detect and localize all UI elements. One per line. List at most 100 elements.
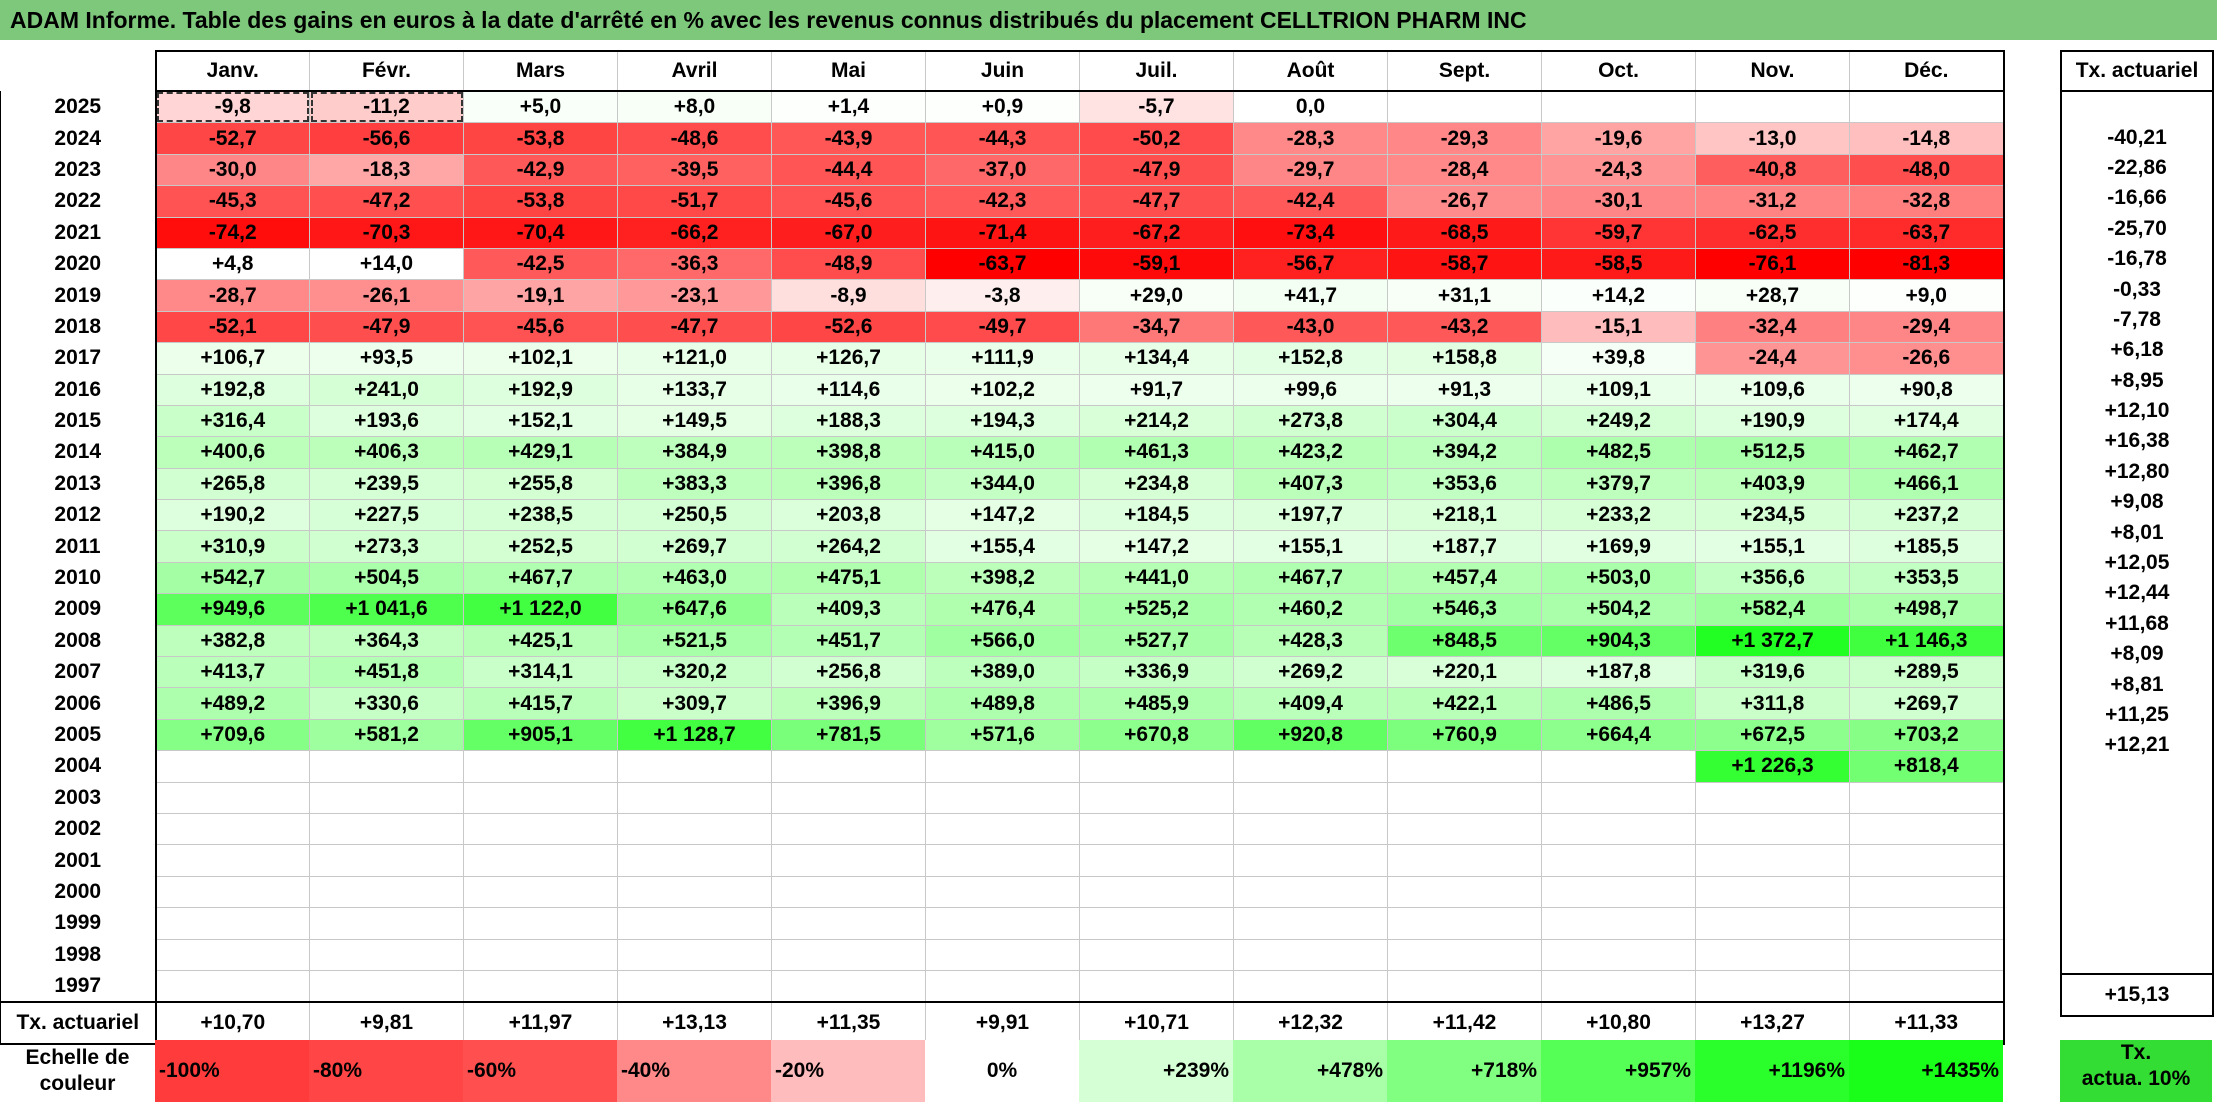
annual-rate-cell: +12,21	[2060, 730, 2214, 761]
gain-cell: +310,9	[154, 530, 310, 563]
annual-rate-row: +11,25	[2060, 699, 2214, 731]
gain-cell	[1387, 938, 1542, 971]
table-row: 2008 +382,8 +364,3 +425,1 +521,5 +451,7 +566,0…	[0, 624, 2005, 658]
gain-cell: -34,7	[1079, 310, 1234, 344]
gain-cell: +14,2	[1541, 279, 1696, 312]
report-title: ADAM Informe. Table des gains en euros à…	[0, 0, 2217, 40]
gain-cell: +265,8	[154, 467, 310, 501]
annual-rate-row	[2060, 912, 2214, 943]
gain-cell: +188,3	[771, 404, 926, 438]
gain-cell: +460,2	[1233, 593, 1388, 626]
gain-cell: +152,1	[463, 404, 618, 438]
gain-cell: -8,9	[771, 279, 926, 312]
gain-cell: -13,0	[1695, 122, 1850, 155]
gain-cell: +344,0	[925, 467, 1080, 501]
gain-cell: -19,1	[463, 279, 618, 312]
gain-cell: +383,3	[617, 467, 772, 501]
color-scale-label-line2: couleur	[39, 1072, 116, 1095]
gain-cell: +106,7	[154, 342, 310, 375]
month-header: Févr.	[309, 50, 464, 92]
month-header: Août	[1233, 50, 1388, 92]
gain-cell	[309, 875, 464, 909]
year-label: 2007	[0, 656, 156, 688]
gain-cell: +457,4	[1387, 561, 1542, 595]
gain-cell: -43,2	[1387, 310, 1542, 344]
gain-cell: +760,9	[1387, 718, 1542, 752]
gain-cell: +904,3	[1541, 624, 1696, 658]
month-header: Oct.	[1541, 50, 1696, 92]
gain-cell: +482,5	[1541, 436, 1696, 469]
gain-cell	[925, 844, 1080, 877]
annual-rate-cell: +11,25	[2060, 699, 2214, 731]
gain-cell: +111,9	[925, 342, 1080, 375]
gain-cell: +415,0	[925, 436, 1080, 469]
year-label: 2001	[0, 844, 156, 877]
gain-cell	[1387, 750, 1542, 783]
gain-cell: +203,8	[771, 499, 926, 532]
gain-cell: +463,0	[617, 561, 772, 595]
gain-cell: +269,7	[1849, 687, 2005, 720]
annual-rate-row	[2060, 790, 2214, 822]
table-row: 2021 -74,2 -70,3 -70,4 -66,2 -67,0 -71,4 -67,2-…	[0, 216, 2005, 249]
annual-rate-cell: -25,70	[2060, 213, 2214, 244]
gain-cell: +269,7	[617, 530, 772, 563]
gain-cell	[463, 844, 618, 877]
gain-cell: -52,6	[771, 310, 926, 344]
color-scale-swatch: +957%	[1541, 1040, 1695, 1102]
annual-rate-row: +12,05	[2060, 547, 2214, 579]
gain-cell: +498,7	[1849, 593, 2005, 626]
gain-cell: +467,7	[463, 561, 618, 595]
color-scale: Echelle de couleur -100% -80% -60% -40% -20%…	[0, 1040, 2003, 1102]
gain-cell: +489,2	[154, 687, 310, 720]
gain-cell	[1079, 907, 1234, 940]
gain-cell	[154, 907, 310, 940]
gain-cell: +256,8	[771, 656, 926, 689]
annual-rate-row: +8,95	[2060, 365, 2214, 396]
gain-cell: -66,2	[617, 216, 772, 249]
gain-cell: -51,7	[617, 185, 772, 218]
gain-cell	[1079, 781, 1234, 814]
year-label: 2009	[0, 593, 156, 626]
gain-cell: +31,1	[1387, 279, 1542, 312]
month-header: Nov.	[1695, 50, 1850, 92]
annual-rate-row: +11,68	[2060, 608, 2214, 640]
gain-cell: +0,9	[925, 90, 1080, 124]
gain-cell	[1541, 750, 1696, 783]
year-label: 2004	[0, 750, 156, 783]
color-scale-swatch: -20%	[771, 1040, 925, 1102]
gain-cell: -47,9	[309, 310, 464, 344]
gain-cell: +149,5	[617, 404, 772, 438]
gain-cell: +311,8	[1695, 687, 1850, 720]
gain-cell: +134,4	[1079, 342, 1234, 375]
gain-cell	[463, 812, 618, 846]
annual-rate-row: +12,80	[2060, 456, 2214, 488]
gain-cell	[309, 812, 464, 846]
gain-cell: -43,9	[771, 122, 926, 155]
gain-cell	[1233, 875, 1388, 909]
gain-cell: -40,8	[1695, 153, 1850, 187]
table-row: 2001	[0, 844, 2005, 877]
gain-cell	[617, 844, 772, 877]
gain-cell: +336,9	[1079, 656, 1234, 689]
gain-cell	[1233, 844, 1388, 877]
gain-cell	[617, 907, 772, 940]
gain-cell	[1541, 781, 1696, 814]
annual-rate-cell: +8,09	[2060, 639, 2214, 670]
color-scale-swatch: +239%	[1079, 1040, 1233, 1102]
gain-cell: +152,8	[1233, 342, 1388, 375]
monthly-rate-cell: +11,33	[1849, 1001, 2005, 1046]
gain-cell: +409,4	[1233, 687, 1388, 720]
gain-cell	[1695, 875, 1850, 909]
gain-cell	[463, 907, 618, 940]
gain-cell: +155,1	[1233, 530, 1388, 563]
gain-cell: -73,4	[1233, 216, 1388, 249]
month-header: Juin	[925, 50, 1080, 92]
gain-cell	[1233, 969, 1388, 1003]
gain-cell: +238,5	[463, 499, 618, 532]
annual-rate-legend-line2: actua. 10%	[2081, 1067, 2191, 1090]
gain-cell	[154, 938, 310, 971]
monthly-rate-cell: +11,97	[463, 1001, 618, 1046]
annual-rate-legend-line1: Tx.	[2120, 1041, 2152, 1064]
gain-cell: +241,0	[309, 373, 464, 406]
gain-cell: -70,3	[309, 216, 464, 249]
